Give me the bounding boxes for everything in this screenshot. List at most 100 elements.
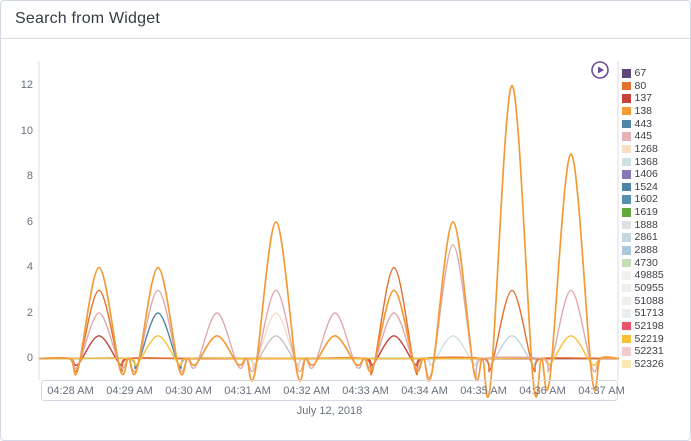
legend-item[interactable]: 445 bbox=[622, 130, 688, 143]
legend-item[interactable]: 51713 bbox=[622, 307, 688, 320]
x-axis-date-label: July 12, 2018 bbox=[296, 405, 363, 417]
legend-swatch bbox=[622, 106, 631, 116]
legend-item[interactable]: 1619 bbox=[622, 206, 688, 219]
legend-label: 4730 bbox=[634, 256, 658, 269]
x-tick-label: 04:33 AM bbox=[342, 385, 389, 397]
legend-swatch bbox=[622, 334, 631, 344]
legend-item[interactable]: 51088 bbox=[622, 295, 688, 308]
legend-swatch bbox=[622, 157, 631, 167]
legend-swatch bbox=[622, 69, 631, 78]
legend-swatch bbox=[622, 182, 631, 192]
legend-label: 138 bbox=[634, 104, 653, 117]
legend-item[interactable]: 138 bbox=[622, 105, 688, 118]
series-line-1268 bbox=[39, 312, 619, 370]
series-line-52219 bbox=[39, 335, 619, 366]
legend-item[interactable]: 443 bbox=[622, 118, 688, 131]
x-tick-label: 04:32 AM bbox=[283, 385, 330, 397]
legend-item[interactable]: 52198 bbox=[622, 320, 688, 333]
x-tick-label: 04:35 AM bbox=[460, 385, 507, 397]
legend-item[interactable]: 1406 bbox=[622, 168, 688, 181]
legend-swatch bbox=[622, 94, 631, 103]
play-button[interactable] bbox=[590, 60, 610, 80]
legend-label: 52219 bbox=[634, 332, 664, 345]
legend-swatch bbox=[622, 321, 631, 331]
y-tick-label: 8 bbox=[26, 170, 33, 182]
y-tick-label: 10 bbox=[20, 124, 33, 137]
x-axis-label-box: 04:28 AM 04:29 AM 04:30 AM 04:31 AM 04:32 AM… bbox=[41, 380, 625, 401]
legend-label: 49885 bbox=[634, 269, 664, 282]
x-tick-label: 04:37 AM bbox=[578, 385, 625, 397]
legend-label: 52231 bbox=[634, 345, 664, 358]
legend-swatch bbox=[622, 347, 631, 356]
y-tick-label: 2 bbox=[26, 306, 33, 319]
legend-swatch bbox=[622, 81, 631, 91]
legend-label: 67 bbox=[634, 67, 647, 80]
legend-label: 445 bbox=[634, 130, 653, 143]
legend-label: 50955 bbox=[634, 281, 664, 294]
series-line-137 bbox=[39, 335, 619, 366]
x-tick-label: 04:34 AM bbox=[401, 385, 448, 397]
x-tick-label: 04:31 AM bbox=[224, 385, 271, 397]
legend-label: 1602 bbox=[634, 193, 658, 206]
panel-header: Search from Widget bbox=[1, 1, 690, 39]
y-tick-label: 4 bbox=[26, 261, 33, 273]
series-line-445 bbox=[39, 244, 619, 379]
series-line-1888 bbox=[39, 335, 619, 366]
series-line-80 bbox=[39, 266, 619, 376]
legend-swatch bbox=[622, 144, 631, 154]
y-tick-label: 6 bbox=[26, 215, 33, 228]
legend-label: 2861 bbox=[634, 231, 658, 244]
legend-swatch bbox=[622, 271, 631, 280]
legend-label: 1368 bbox=[634, 155, 658, 168]
legend-label: 52326 bbox=[634, 357, 664, 370]
series-line-138 bbox=[39, 84, 620, 398]
legend-item[interactable]: 2888 bbox=[622, 244, 688, 257]
legend-item[interactable]: 80 bbox=[622, 80, 688, 93]
legend-label: 1406 bbox=[634, 168, 658, 181]
legend-item[interactable]: 50955 bbox=[622, 282, 688, 295]
legend-item[interactable]: 1268 bbox=[622, 143, 688, 156]
legend-swatch bbox=[622, 195, 631, 204]
x-tick-label: 04:36 AM bbox=[519, 385, 566, 397]
legend-item[interactable]: 52231 bbox=[622, 345, 688, 358]
legend-item[interactable]: 1368 bbox=[622, 155, 688, 168]
legend-swatch bbox=[622, 170, 631, 179]
legend-label: 137 bbox=[634, 92, 653, 105]
legend-item[interactable]: 2861 bbox=[622, 231, 688, 244]
legend-label: 1619 bbox=[634, 206, 658, 219]
legend-swatch bbox=[622, 233, 631, 242]
panel-title: Search from Widget bbox=[15, 10, 160, 27]
legend-swatch bbox=[622, 246, 631, 255]
legend-item[interactable]: 52326 bbox=[622, 358, 688, 371]
legend-item[interactable]: 52219 bbox=[622, 332, 688, 345]
legend-swatch bbox=[622, 132, 631, 141]
x-tick-label: 04:29 AM bbox=[106, 385, 153, 397]
legend-item[interactable]: 1524 bbox=[622, 181, 688, 194]
legend-item[interactable]: 1602 bbox=[622, 193, 688, 206]
chart-series bbox=[39, 84, 620, 398]
legend-item[interactable]: 1888 bbox=[622, 219, 688, 232]
legend-swatch bbox=[622, 283, 631, 293]
legend-label: 51713 bbox=[634, 307, 664, 320]
legend-label: 52198 bbox=[634, 319, 664, 332]
y-tick-label: 12 bbox=[20, 79, 33, 91]
chart-legend: 67 80 137 138 443 445 1268 1368 1406 1524 1602 1619… bbox=[622, 67, 688, 370]
y-tick-label: 0 bbox=[26, 352, 33, 364]
legend-item[interactable]: 67 bbox=[622, 67, 688, 80]
series-line-2861 bbox=[39, 335, 619, 366]
legend-item[interactable]: 4730 bbox=[622, 257, 688, 270]
legend-swatch bbox=[622, 220, 631, 230]
legend-label: 443 bbox=[634, 117, 653, 130]
legend-label: 80 bbox=[634, 79, 647, 92]
legend-item[interactable]: 137 bbox=[622, 92, 688, 105]
x-tick-label: 04:28 AM bbox=[47, 385, 94, 397]
play-circle-icon bbox=[591, 61, 609, 79]
series-line-443 bbox=[39, 312, 619, 370]
legend-label: 51088 bbox=[634, 294, 664, 307]
legend-swatch bbox=[622, 359, 631, 369]
legend-item[interactable]: 49885 bbox=[622, 269, 688, 282]
legend-label: 1888 bbox=[634, 218, 658, 231]
series-line-1368 bbox=[39, 335, 619, 366]
